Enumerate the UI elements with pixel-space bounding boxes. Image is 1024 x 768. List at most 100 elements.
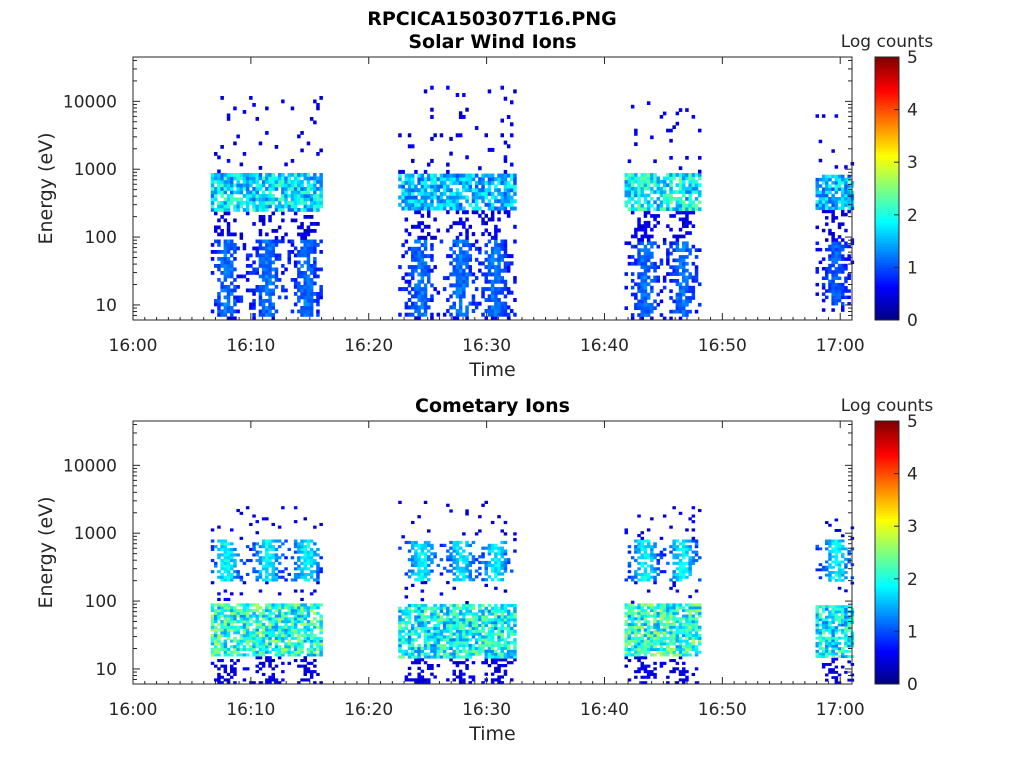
spectrogram-cell [698, 193, 702, 198]
colorbar-segment [875, 57, 899, 61]
spectrogram-cell [510, 202, 514, 207]
colorbar-segment [875, 185, 899, 189]
spectrogram-cell [474, 173, 479, 178]
spectrogram-cell [659, 261, 664, 266]
spectrogram-cell [500, 658, 504, 662]
spectrogram-cell [274, 636, 279, 640]
spectrogram-cell [233, 667, 237, 671]
spectrogram-cell [223, 575, 228, 579]
spectrogram-cell [675, 617, 680, 621]
spectrogram-cell [306, 250, 311, 254]
spectrogram-cell [506, 195, 511, 200]
spectrogram-cell [277, 609, 282, 613]
spectrogram-cell [468, 652, 472, 656]
spectrogram-cell [841, 206, 845, 210]
spectrogram-cell [255, 553, 259, 557]
spectrogram-cell [452, 180, 456, 185]
spectrogram-cell [446, 177, 450, 182]
spectrogram-cell [462, 603, 466, 608]
spectrogram-cell [481, 177, 485, 182]
spectrogram-cell [821, 187, 826, 191]
spectrogram-cell [694, 309, 699, 314]
spectrogram-cell [226, 260, 231, 265]
spectrogram-cell [659, 550, 664, 554]
spectrogram-cell [481, 232, 485, 237]
spectrogram-cell [309, 639, 314, 643]
spectrogram-cell [694, 279, 699, 283]
spectrogram-cell [675, 625, 680, 629]
spectrogram-cell [255, 197, 259, 202]
spectrogram-cell [637, 561, 641, 565]
spectrogram-cell [672, 625, 676, 629]
spectrogram-cell [627, 639, 632, 643]
spectrogram-cell [462, 558, 466, 562]
spectrogram-cell [682, 203, 686, 208]
spectrogram-cell [309, 292, 314, 296]
spectrogram-cell [442, 287, 447, 292]
spectrogram-cell [682, 272, 686, 276]
spectrogram-cell [449, 540, 453, 545]
spectrogram-cell [656, 183, 660, 187]
spectrogram-cell [300, 570, 304, 574]
spectrogram-cell [650, 176, 654, 181]
spectrogram-cell [494, 612, 498, 616]
spectrogram-cell [271, 553, 275, 557]
spectrogram-cell [513, 177, 517, 182]
spectrogram-cell [220, 313, 224, 317]
spectrogram-cell [220, 215, 224, 219]
spectrogram-cell [319, 617, 323, 621]
colorbar-segment [875, 93, 899, 97]
spectrogram-cell [439, 199, 444, 204]
spectrogram-cell [239, 642, 244, 646]
spectrogram-cell [500, 578, 504, 582]
spectrogram-cell [659, 645, 664, 649]
spectrogram-cell [682, 183, 686, 187]
spectrogram-cell [630, 600, 635, 604]
spectrogram-cell [309, 229, 314, 233]
spectrogram-cell [500, 312, 504, 317]
spectrogram-cell [290, 556, 295, 560]
spectrogram-cell [420, 549, 425, 553]
spectrogram-cell [417, 290, 421, 295]
spectrogram-cell [484, 257, 488, 262]
spectrogram-cell [630, 272, 635, 276]
spectrogram-cell [420, 221, 425, 226]
spectrogram-cell [398, 546, 402, 550]
spectrogram-cell [685, 309, 689, 314]
spectrogram-cell [230, 609, 234, 613]
spectrogram-cell [230, 559, 234, 563]
spectrogram-cell [637, 650, 641, 654]
spectrogram-cell [624, 190, 628, 194]
spectrogram-cell [513, 532, 517, 536]
spectrogram-cell [309, 636, 314, 640]
spectrogram-cell [414, 563, 418, 567]
spectrogram-cell [630, 255, 635, 259]
spectrogram-cell [404, 195, 409, 200]
spectrogram-cell [468, 569, 472, 573]
spectrogram-cell [220, 302, 224, 307]
spectrogram-cell [825, 206, 829, 210]
spectrogram-cell [497, 641, 501, 645]
spectrogram-cell [258, 218, 263, 223]
spectrogram-cell [277, 606, 282, 610]
spectrogram-cell [484, 276, 488, 281]
spectrogram-cell [233, 197, 237, 202]
spectrogram-cell [217, 201, 221, 205]
spectrogram-cell [293, 246, 298, 251]
spectrogram-cell [662, 186, 667, 191]
spectrogram-cell [455, 309, 460, 313]
spectrogram-cell [481, 649, 485, 653]
spectrogram-cell [210, 609, 215, 613]
spectrogram-cell [252, 514, 256, 518]
spectrogram-cell [449, 312, 453, 317]
spectrogram-cell [452, 239, 456, 244]
spectrogram-cell [506, 199, 511, 204]
spectrogram-cell [265, 578, 269, 582]
spectrogram-cell [500, 243, 504, 248]
spectrogram-cell [474, 632, 479, 636]
spectrogram-cell [837, 197, 842, 201]
spectrogram-cell [242, 625, 247, 629]
spectrogram-cell [398, 623, 402, 628]
colorbar-segment [875, 106, 899, 111]
spectrogram-cell [831, 289, 835, 293]
